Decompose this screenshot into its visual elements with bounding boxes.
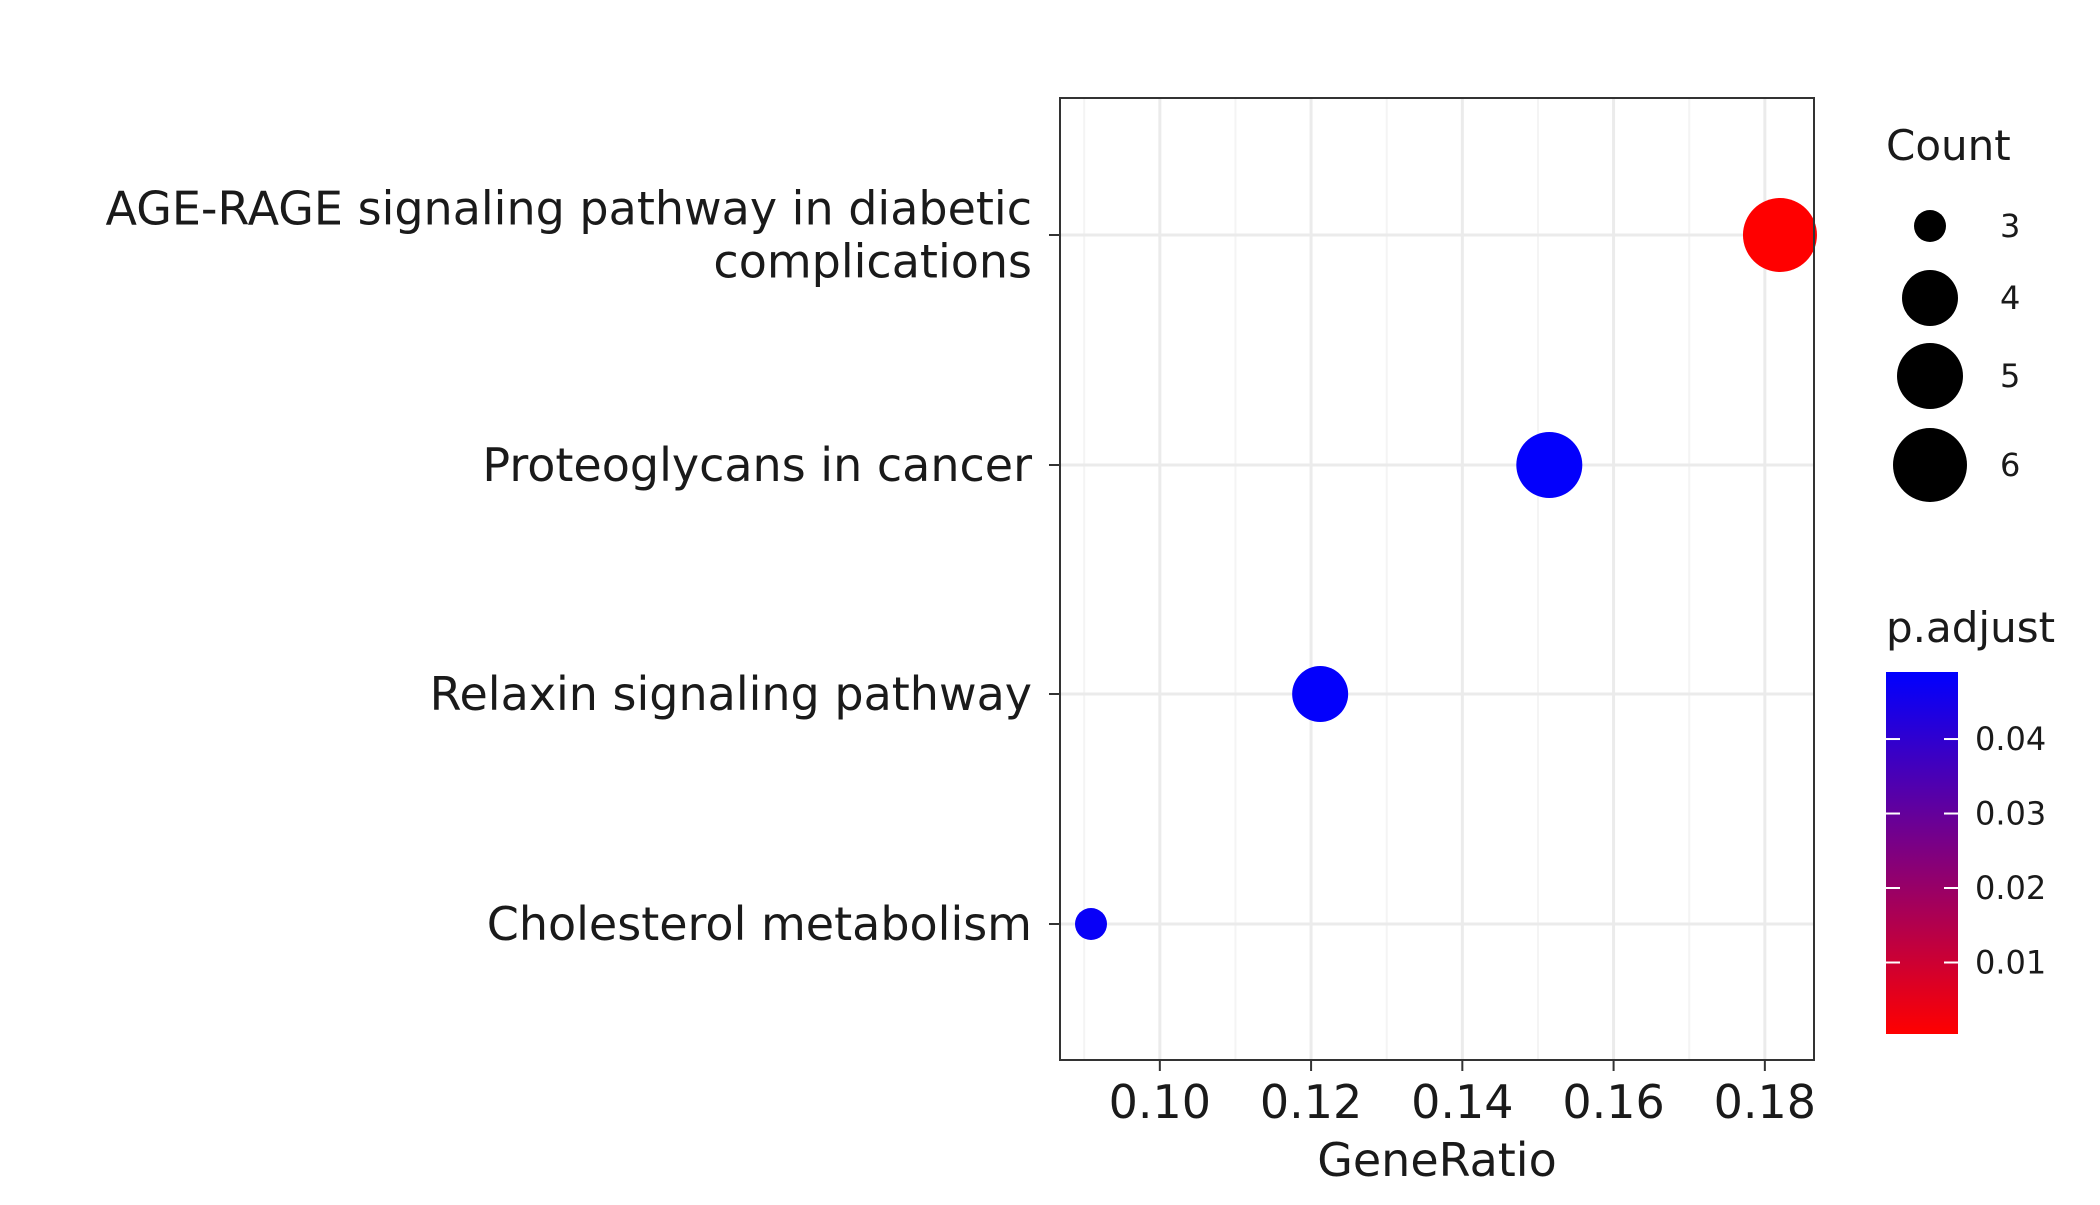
y-tick-label: Cholesterol metabolism	[487, 897, 1032, 951]
data-point	[1742, 198, 1817, 272]
count-legend-label: 3	[2000, 207, 2020, 245]
count-legend-key	[1897, 343, 1963, 409]
p-adjust-legend-title: p.adjust	[1886, 603, 2055, 652]
count-legend-title: Count	[1886, 121, 2011, 170]
data-point	[1075, 908, 1108, 940]
x-axis: 0.10 0.12 0.14 0.16 0.18	[1109, 1060, 1816, 1129]
data-point	[1292, 666, 1349, 722]
colorbar-tick-label: 0.03	[1975, 795, 2046, 833]
y-tick-label: Relaxin signaling pathway	[430, 667, 1032, 721]
y-tick-label: complications	[713, 235, 1032, 289]
data-points	[1075, 198, 1817, 940]
x-tick-label: 0.14	[1411, 1075, 1513, 1129]
x-axis-title: GeneRatio	[1317, 1133, 1557, 1187]
x-tick-label: 0.16	[1562, 1075, 1664, 1129]
y-tick-label: AGE-RAGE signaling pathway in diabetic	[106, 182, 1032, 236]
count-legend-key	[1914, 210, 1946, 242]
count-legend-label: 4	[2000, 279, 2020, 317]
y-tick-label: Proteoglycans in cancer	[482, 438, 1032, 492]
grid	[1060, 98, 1814, 1060]
count-legend-label: 6	[2000, 446, 2020, 484]
count-legend-key	[1902, 270, 1958, 326]
count-legend-key	[1893, 428, 1967, 502]
colorbar-tick-label: 0.04	[1975, 720, 2046, 758]
panel-border	[1059, 97, 1815, 1061]
x-tick-label: 0.18	[1714, 1075, 1816, 1129]
p-adjust-colorbar	[1886, 672, 1958, 1034]
colorbar-tick-label: 0.01	[1975, 943, 2046, 981]
y-axis: AGE-RAGE signaling pathway in diabeticco…	[106, 182, 1060, 951]
x-tick-label: 0.12	[1260, 1075, 1362, 1129]
p-adjust-legend: p.adjust 0.01 0.02 0.03 0.04	[1886, 603, 2055, 1034]
x-tick-label: 0.10	[1109, 1075, 1211, 1129]
count-legend-label: 5	[2000, 357, 2020, 395]
colorbar-tick-label: 0.02	[1975, 869, 2046, 907]
count-legend: Count 3 4 5 6	[1886, 121, 2020, 502]
data-point	[1516, 432, 1583, 498]
